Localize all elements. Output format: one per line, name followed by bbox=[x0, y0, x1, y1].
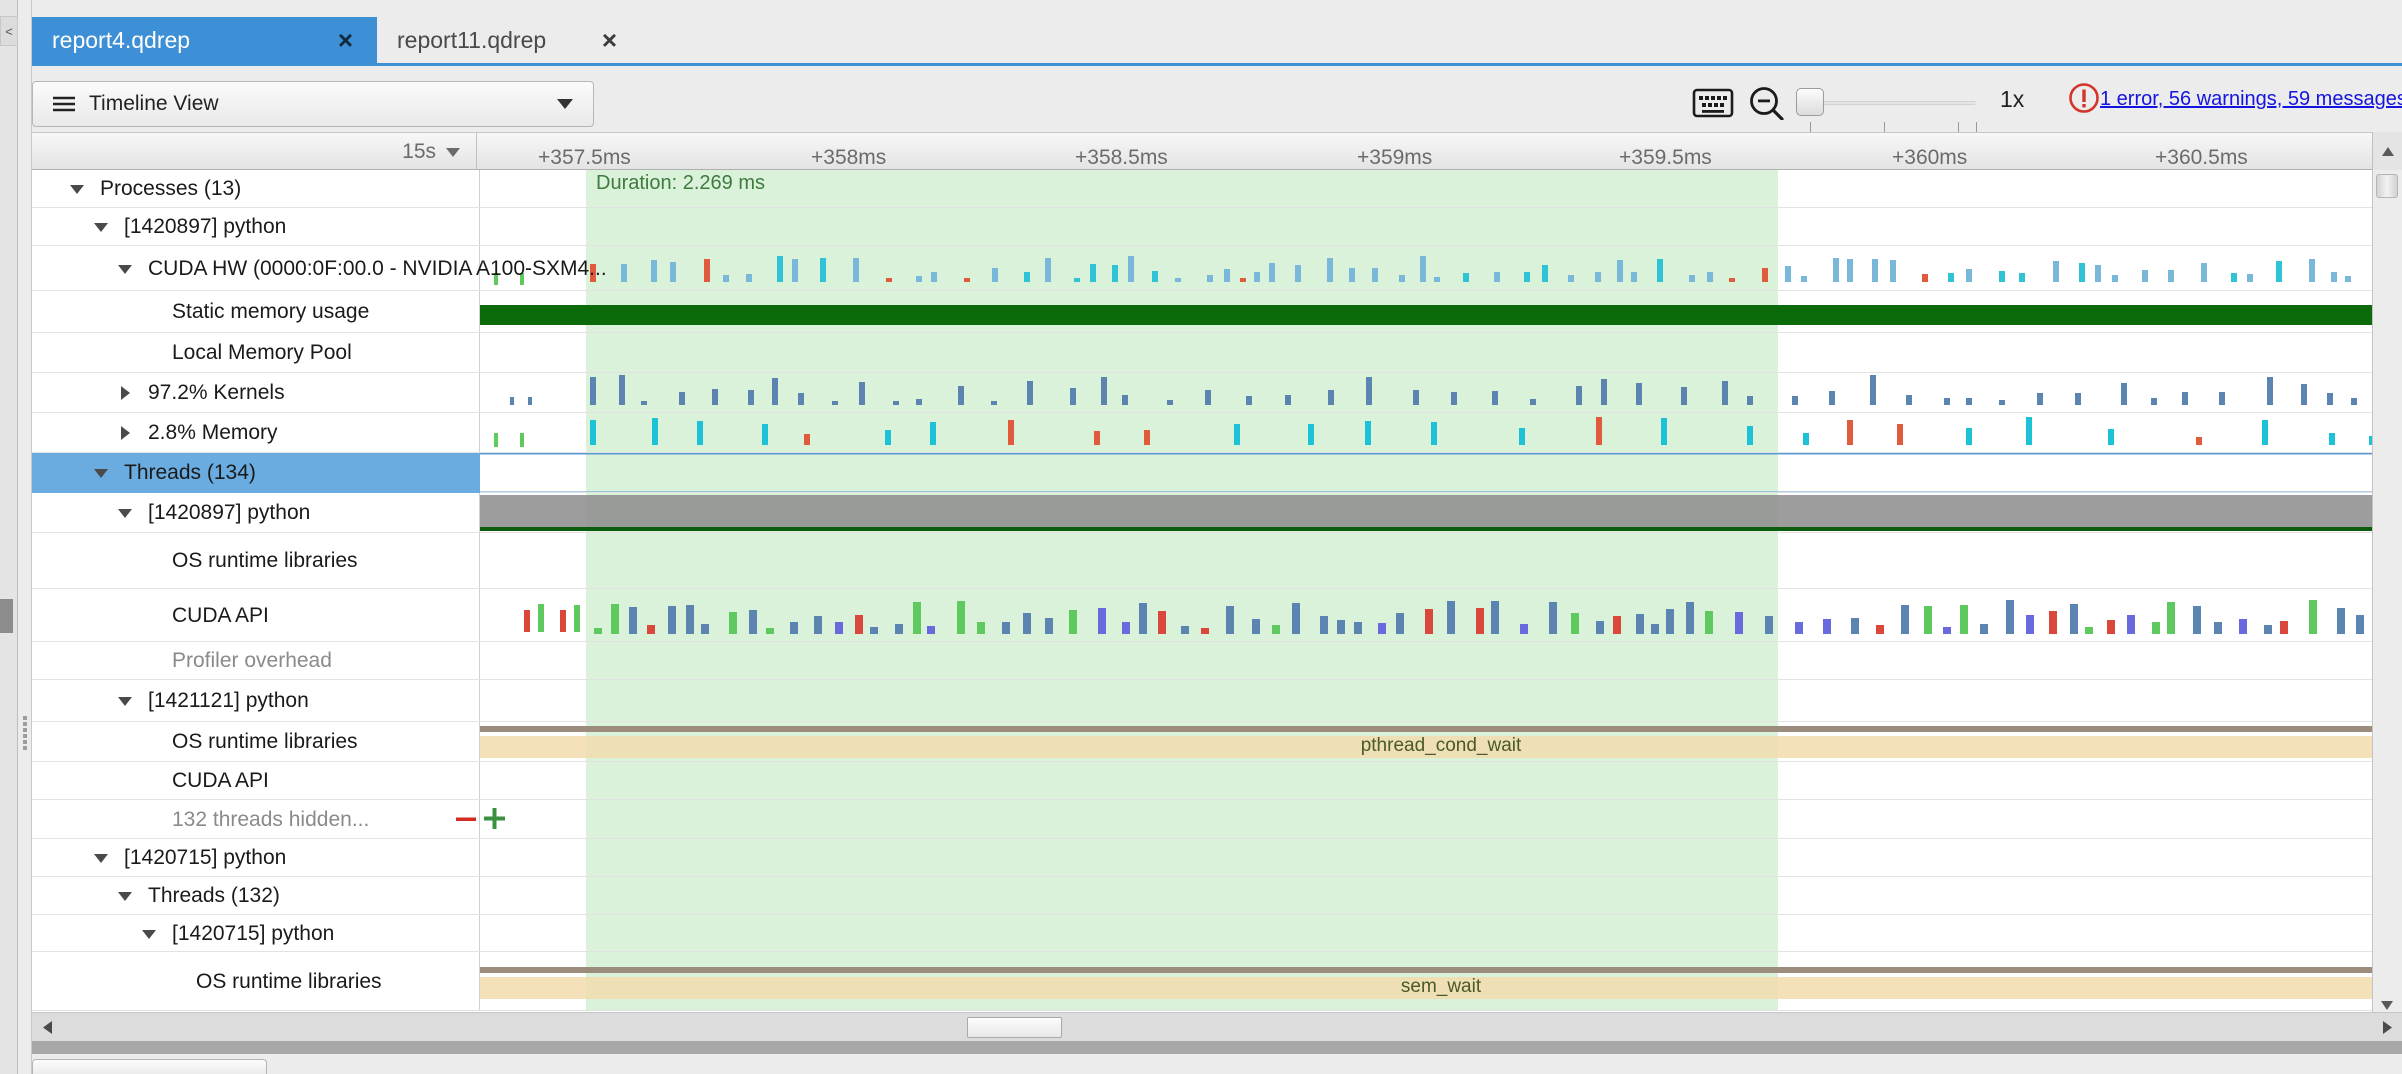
svg-text:pthread_cond_wait: pthread_cond_wait bbox=[1361, 735, 1522, 756]
svg-text:sem_wait: sem_wait bbox=[1401, 976, 1482, 997]
